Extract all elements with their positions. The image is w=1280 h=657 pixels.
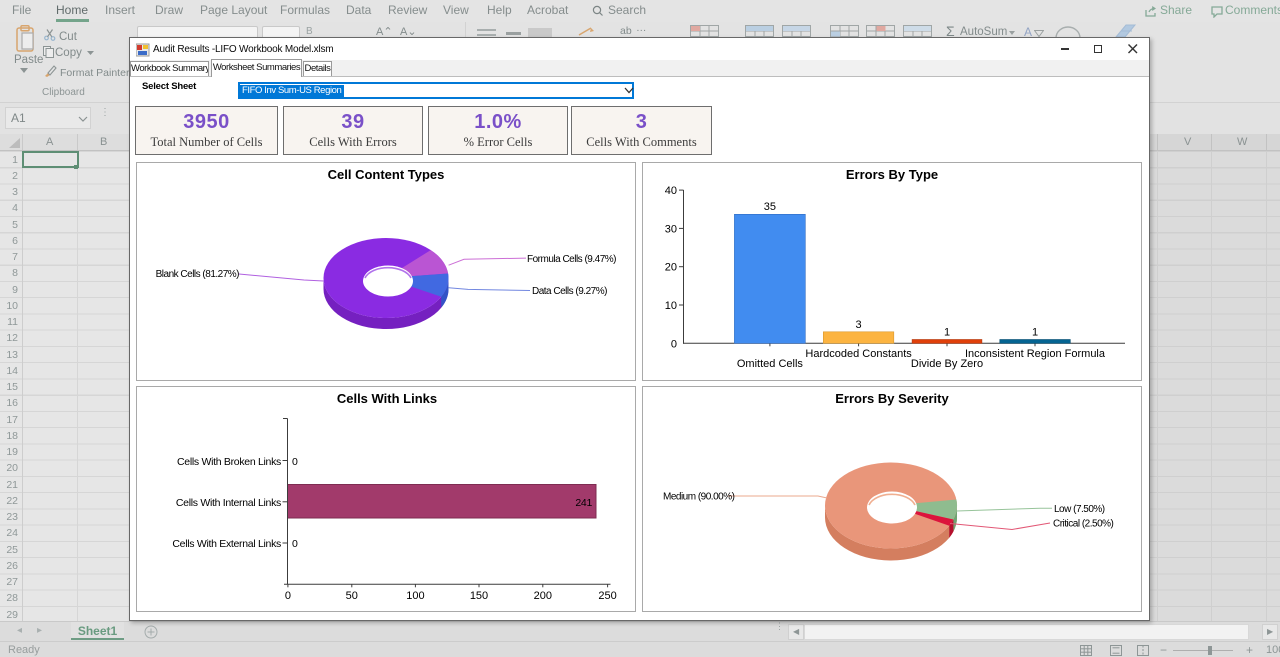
svg-text:1: 1 <box>1032 327 1038 339</box>
svg-text:Critical (2.50%): Critical (2.50%) <box>1053 519 1114 530</box>
svg-text:Cells With Broken Links: Cells With Broken Links <box>177 456 281 468</box>
svg-text:150: 150 <box>470 590 488 602</box>
svg-text:0: 0 <box>292 538 298 550</box>
svg-text:Cell Content Types: Cell Content Types <box>328 167 445 182</box>
svg-text:0: 0 <box>671 338 677 350</box>
svg-text:1: 1 <box>944 327 950 339</box>
svg-text:Data Cells (9.27%): Data Cells (9.27%) <box>532 286 607 297</box>
svg-text:Hardcoded Constants: Hardcoded Constants <box>805 348 912 360</box>
svg-text:250: 250 <box>598 590 616 602</box>
svg-text:Cells With Links: Cells With Links <box>337 391 437 406</box>
svg-text:Formula Cells (9.47%): Formula Cells (9.47%) <box>527 254 616 265</box>
svg-text:Cells With External Links: Cells With External Links <box>172 538 281 550</box>
svg-text:30: 30 <box>665 223 677 235</box>
svg-text:Medium (90.00%): Medium (90.00%) <box>663 492 735 503</box>
svg-text:0: 0 <box>292 456 298 468</box>
svg-text:Omitted Cells: Omitted Cells <box>737 358 804 370</box>
svg-text:200: 200 <box>534 590 552 602</box>
svg-text:20: 20 <box>665 262 677 274</box>
svg-text:Errors By Severity: Errors By Severity <box>835 391 949 406</box>
svg-text:Blank Cells (81.27%): Blank Cells (81.27%) <box>156 269 240 280</box>
svg-text:Cells With Internal Links: Cells With Internal Links <box>176 497 281 509</box>
svg-text:40: 40 <box>665 185 677 197</box>
svg-text:Errors By Type: Errors By Type <box>846 167 938 182</box>
svg-text:0: 0 <box>285 590 291 602</box>
svg-text:100: 100 <box>406 590 424 602</box>
svg-text:Inconsistent Region Formula: Inconsistent Region Formula <box>965 348 1106 360</box>
svg-text:50: 50 <box>346 590 358 602</box>
svg-text:Low (7.50%): Low (7.50%) <box>1054 504 1105 515</box>
svg-text:10: 10 <box>665 300 677 312</box>
svg-text:241: 241 <box>575 497 592 509</box>
svg-text:35: 35 <box>764 201 776 213</box>
svg-text:3: 3 <box>856 319 862 331</box>
svg-text:Divide By Zero: Divide By Zero <box>911 358 983 370</box>
